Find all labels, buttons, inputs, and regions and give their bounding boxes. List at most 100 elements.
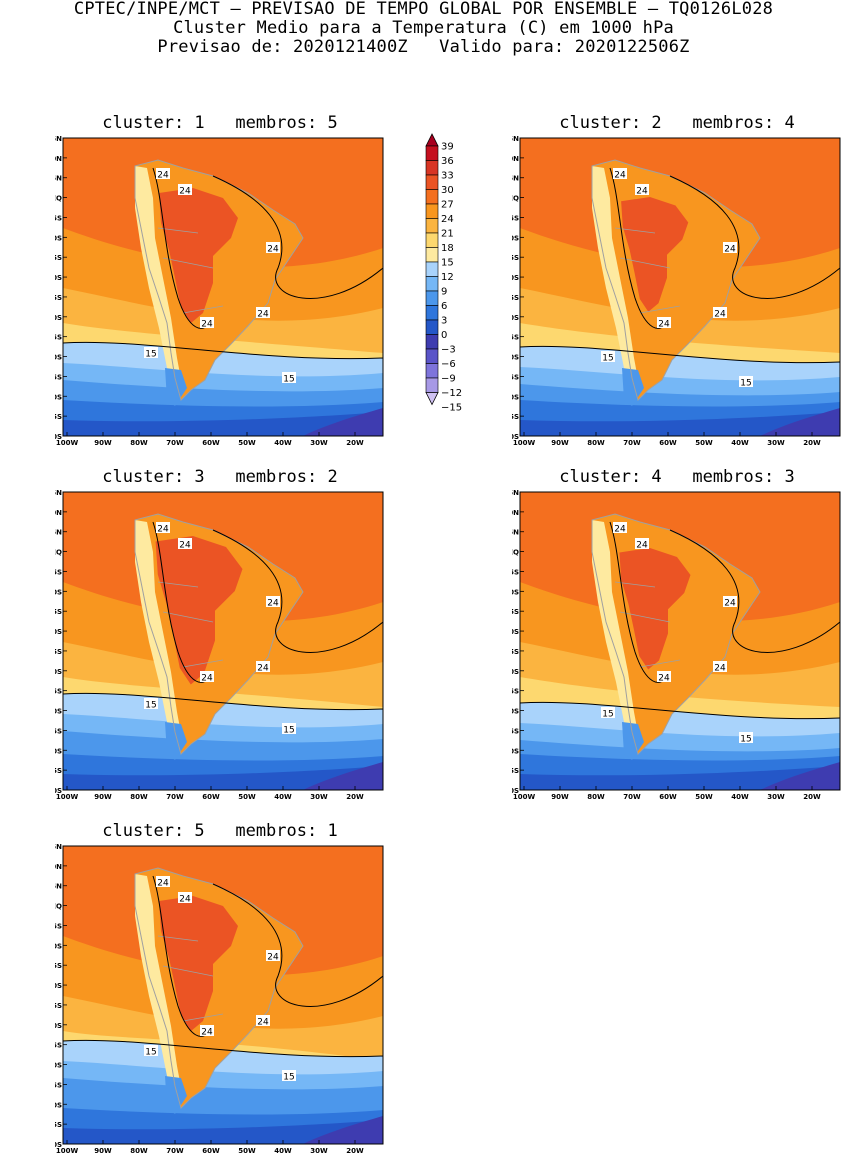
contour-label: 24 <box>266 242 280 255</box>
colorbar-swatch <box>425 377 439 393</box>
contour-label: 24 <box>613 168 627 181</box>
lat-tick-label: 40S <box>512 354 519 362</box>
figure-header: CPTEC/INPE/MCT – PREVISAO DE TEMPO GLOBA… <box>0 0 847 57</box>
lon-tick-label: 40W <box>731 793 749 801</box>
svg-text:24: 24 <box>614 171 626 181</box>
contour-label: 24 <box>200 671 214 684</box>
lat-tick-label: 35S <box>512 688 519 696</box>
lon-tick-label: 20W <box>803 439 821 447</box>
contour-label: 24 <box>657 317 671 330</box>
contour-label: 15 <box>282 1070 296 1083</box>
lat-tick-label: 25S <box>512 648 519 656</box>
map-field <box>520 492 840 790</box>
lon-tick-label: 70W <box>623 793 641 801</box>
lat-tick-label: 15S <box>55 254 62 262</box>
header-line-3: Previsao de: 2020121400Z Valido para: 20… <box>157 37 690 57</box>
lon-tick-label: 30W <box>767 439 785 447</box>
lat-tick-label: 50S <box>512 747 519 755</box>
lat-tick-label: 30S <box>55 668 62 676</box>
svg-text:24: 24 <box>157 525 169 535</box>
lon-tick-label: 60W <box>202 1147 220 1155</box>
lat-tick-label: 15S <box>512 608 519 616</box>
panel-title: cluster: 4 membros: 3 <box>559 467 795 487</box>
lat-tick-label: 55S <box>512 413 519 421</box>
colorbar-swatch <box>425 160 439 176</box>
lon-tick-label: 90W <box>94 439 112 447</box>
lon-tick-label: 20W <box>346 439 364 447</box>
lon-tick-label: 30W <box>310 1147 328 1155</box>
colorbar-swatch <box>425 145 439 161</box>
contour-label: 15 <box>282 372 296 385</box>
map-field <box>63 492 383 790</box>
lat-tick-label: 35S <box>55 334 62 342</box>
lat-tick-label: 45S <box>512 373 519 381</box>
contour-label: 15 <box>601 351 615 364</box>
contour-label: 24 <box>635 538 649 551</box>
lat-tick-label: 50S <box>55 747 62 755</box>
colorbar-level-label: 24 <box>441 214 454 225</box>
lat-tick-label: 30S <box>512 314 519 322</box>
lat-tick-label: 55S <box>512 767 519 775</box>
lat-tick-label: 10S <box>55 942 62 950</box>
lat-tick-label: 40S <box>55 1062 62 1070</box>
svg-text:24: 24 <box>257 310 269 320</box>
svg-text:24: 24 <box>636 541 648 551</box>
contour-label: 24 <box>178 538 192 551</box>
temperature-colorbar: 39 36 33 30 27 24 21 18 15 12 9 6 3 0 −3 −6 −9 −12 −15 <box>420 132 480 444</box>
temperature-map: 24 24 24 24 24 15 15 15N 10N 5N EQ 5S 10S 15S 20S 25S 30… <box>55 843 385 1164</box>
contour-label: 24 <box>266 596 280 609</box>
colorbar-swatch <box>425 348 439 364</box>
svg-text:15: 15 <box>145 701 156 711</box>
lat-tick-label: 15N <box>55 135 62 143</box>
contour-label: 15 <box>144 347 158 360</box>
svg-text:15: 15 <box>145 350 156 360</box>
svg-text:24: 24 <box>201 320 213 330</box>
colorbar-swatch <box>425 319 439 335</box>
lon-tick-label: 50W <box>238 793 256 801</box>
svg-text:24: 24 <box>724 599 736 609</box>
temperature-map: 24 24 24 24 24 15 15 15N 10N 5N EQ 5S 10S 15S 20S 25S 30… <box>55 489 385 810</box>
header-line-2: Cluster Medio para a Temperatura (C) em … <box>173 18 674 38</box>
svg-text:24: 24 <box>724 245 736 255</box>
panel-title: cluster: 2 membros: 4 <box>559 113 795 133</box>
colorbar-swatch <box>425 174 439 190</box>
lat-tick-label: 55S <box>55 1121 62 1129</box>
colorbar-level-label: 0 <box>441 330 447 341</box>
lat-tick-label: 10S <box>55 588 62 596</box>
lat-tick-label: 50S <box>55 1101 62 1109</box>
contour-label: 15 <box>282 723 296 736</box>
colorbar-level-label: 36 <box>441 156 454 167</box>
contour-label: 24 <box>256 307 270 320</box>
colorbar-level-label: 33 <box>441 171 454 182</box>
colorbar-level-label: −15 <box>441 403 462 414</box>
svg-text:24: 24 <box>157 171 169 181</box>
lon-tick-label: 100W <box>513 439 536 447</box>
contour-label: 24 <box>156 522 170 535</box>
lat-tick-label: 35S <box>55 1042 62 1050</box>
lon-tick-label: 80W <box>130 1147 148 1155</box>
contour-label: 24 <box>256 1015 270 1028</box>
lat-tick-label: 10S <box>512 588 519 596</box>
lon-tick-label: 40W <box>274 1147 292 1155</box>
lat-tick-label: 5S <box>512 214 519 222</box>
contour-label: 15 <box>144 1045 158 1058</box>
map-field <box>63 846 383 1144</box>
lat-tick-label: EQ <box>55 903 62 911</box>
temperature-map: 24 24 24 24 24 15 15 15N 10N 5N EQ 5S 10S 15S 20S 25S 30… <box>512 135 842 456</box>
lat-tick-label: 20S <box>55 982 62 990</box>
lon-tick-label: 40W <box>274 793 292 801</box>
svg-text:15: 15 <box>145 1048 156 1058</box>
lat-tick-label: 5N <box>512 175 519 183</box>
map-field <box>520 138 840 436</box>
map-field <box>63 138 383 436</box>
contour-label: 24 <box>713 307 727 320</box>
contour-label: 24 <box>613 522 627 535</box>
lat-tick-label: 50S <box>512 393 519 401</box>
colorbar-level-label: 6 <box>441 301 447 312</box>
svg-text:24: 24 <box>658 320 670 330</box>
lat-tick-label: EQ <box>55 195 62 203</box>
lat-tick-label: 60S <box>55 1141 62 1149</box>
lat-tick-label: 5S <box>55 568 62 576</box>
lat-tick-label: 10N <box>512 155 519 163</box>
